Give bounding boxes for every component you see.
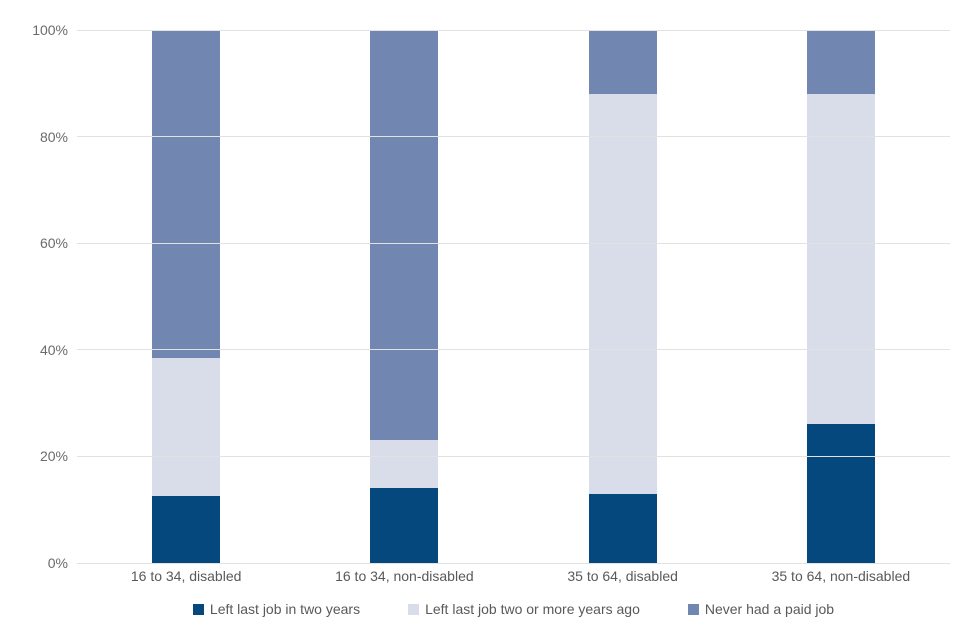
legend-item: Left last job in two years	[192, 601, 361, 617]
bar-segment	[588, 30, 657, 94]
bar-column	[77, 30, 295, 563]
gridline-60%	[77, 242, 950, 244]
legend-label: Left last job two or more years ago	[425, 601, 640, 617]
bar-segment	[370, 488, 439, 563]
gridline-0%	[77, 562, 950, 564]
bar-stack	[806, 30, 875, 563]
gridline-20%	[77, 455, 950, 457]
legend-swatch-icon	[687, 603, 699, 615]
x-axis: 16 to 34, disabled 16 to 34, non-disabled…	[77, 568, 950, 584]
legend: Left last job in two years Left last job …	[77, 601, 950, 617]
legend-label: Never had a paid job	[704, 601, 835, 617]
y-tick-label: 0%	[47, 555, 68, 571]
bar-segment	[806, 30, 875, 94]
y-tick-label: 40%	[39, 341, 68, 358]
bar-column	[514, 30, 732, 563]
bar-segment	[370, 440, 439, 489]
bar-segment	[588, 93, 657, 494]
bars-container	[77, 30, 950, 563]
legend-swatch-icon	[192, 603, 204, 615]
legend-swatch-icon	[408, 603, 420, 615]
bar-segment	[588, 493, 657, 563]
x-category-label: 16 to 34, non-disabled	[335, 568, 474, 584]
x-category-label: 35 to 64, disabled	[567, 568, 678, 584]
gridline-100%	[77, 29, 950, 31]
y-tick-label: 60%	[39, 235, 68, 252]
y-tick-label: 100%	[32, 22, 68, 38]
legend-label: Left last job in two years	[209, 601, 361, 617]
bar-segment	[370, 30, 439, 441]
bar-segment	[152, 357, 221, 497]
y-tick-label: 20%	[39, 448, 68, 465]
x-category-label: 16 to 34, disabled	[130, 568, 242, 584]
legend-item: Left last job two or more years ago	[408, 601, 640, 617]
y-tick-label: 80%	[39, 128, 68, 145]
gridline-80%	[77, 136, 950, 138]
x-category-label: 35 to 64, non-disabled	[771, 568, 911, 584]
bar-segment	[806, 93, 875, 425]
bar-segment	[152, 496, 221, 563]
plot-area	[77, 29, 950, 564]
legend-item: Never had a paid job	[687, 601, 835, 617]
bar-stack	[152, 30, 221, 563]
bar-stack	[588, 30, 657, 563]
bar-stack	[370, 30, 439, 563]
bar-column	[295, 30, 513, 563]
bar-segment	[806, 424, 875, 563]
gridline-40%	[77, 349, 950, 351]
bar-segment	[152, 30, 221, 358]
bar-column	[732, 30, 950, 563]
